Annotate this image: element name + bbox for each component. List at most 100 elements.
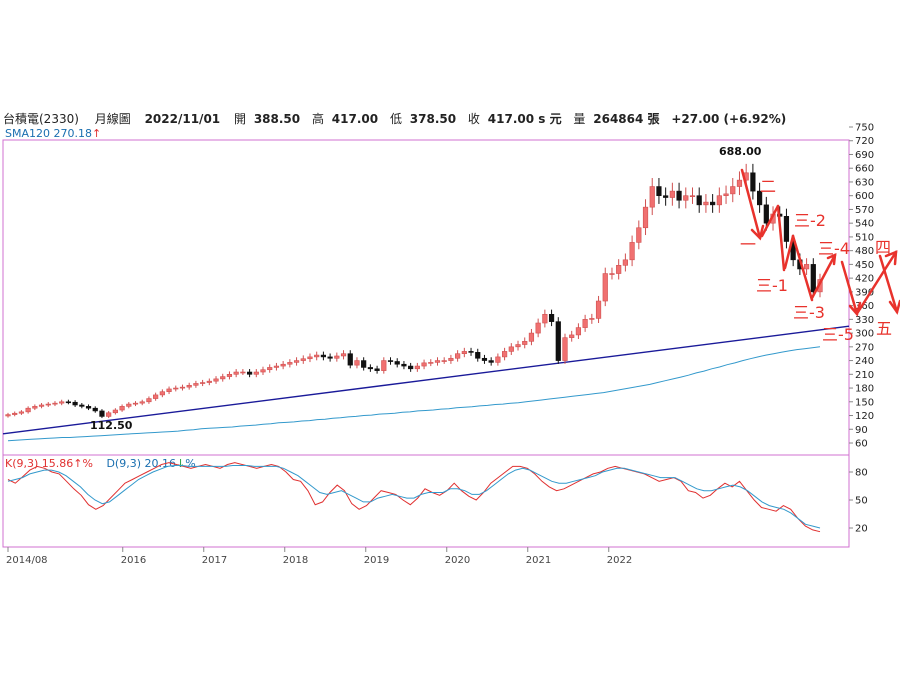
candle-body <box>79 404 85 407</box>
arrow-wave-3-3 <box>791 234 814 302</box>
price-tick-label: 540 <box>855 219 874 230</box>
candle-body <box>38 404 45 407</box>
candle-body <box>501 351 508 358</box>
price-tick-label: 690 <box>855 150 874 161</box>
candle-body <box>595 300 602 319</box>
price-tick-label: 390 <box>855 287 874 298</box>
candle-body <box>139 401 145 404</box>
peak-label: 688.00 <box>719 145 762 158</box>
candle-body <box>267 367 273 371</box>
time-tick-label: 2021 <box>526 555 551 566</box>
sma-label: SMA120 270.18↑ <box>5 127 101 140</box>
time-tick-label: 2014/08 <box>6 555 48 566</box>
candle-body <box>535 322 541 334</box>
arrow-wave-4 <box>856 250 898 314</box>
anno-wave-3-3: 三-3 <box>793 303 825 322</box>
price-tick-label: 180 <box>855 384 874 395</box>
candle-body <box>240 371 246 374</box>
arrow-wave-3-1 <box>776 204 786 272</box>
k-arrow: ↑ <box>73 457 82 470</box>
candle-body <box>783 216 790 242</box>
kd-label: K(9,3) 15.86↑% D(9,3) 20.16↓% <box>5 457 196 470</box>
candle-body <box>260 369 266 373</box>
price-tick-label: 60 <box>855 439 868 450</box>
candle-body <box>475 352 481 359</box>
anno-wave-3-5: 三-5 <box>822 325 854 344</box>
candle-body <box>589 318 595 320</box>
candle-body <box>85 406 92 409</box>
candle-body <box>730 186 736 195</box>
candle-body <box>555 321 561 361</box>
candle-body <box>12 412 18 415</box>
price-axis: 60 90 120 150 180 210 240 270 300 330 360 390 420 450… <box>849 123 874 450</box>
candle-body <box>508 346 514 352</box>
candle-body <box>119 406 125 411</box>
candle-body <box>441 360 447 362</box>
arrow-wave-5 <box>878 254 899 314</box>
candle-body <box>542 314 548 324</box>
candle-body <box>361 360 367 368</box>
price-tick-label: 630 <box>855 177 874 188</box>
candle-body <box>327 356 333 359</box>
candle-body <box>461 351 467 354</box>
kd-tick-label: 50 <box>855 496 868 507</box>
k-line <box>7 462 821 533</box>
price-tick-label: 480 <box>855 246 874 257</box>
candle-body <box>803 264 810 270</box>
candle-body <box>663 195 669 198</box>
candle-body <box>126 403 132 407</box>
candle-body <box>280 363 286 367</box>
price-tick-label: 360 <box>855 301 874 312</box>
candle-body <box>629 242 635 261</box>
arrow-wave-3-5 <box>840 260 859 316</box>
candle-body <box>99 410 105 417</box>
candle-body <box>582 319 588 328</box>
sma-arrow: ↑ <box>92 127 101 140</box>
candle-body <box>448 357 454 361</box>
candle-body <box>206 380 212 383</box>
sma-label-text: SMA120 270.18 <box>5 127 92 140</box>
price-tick-label: 270 <box>855 342 874 353</box>
anno-wave-3-4: 三-4 <box>818 239 850 258</box>
candle-body <box>186 384 192 388</box>
d-unit: % <box>185 457 195 470</box>
candle-body <box>5 414 11 417</box>
header-low: 378.50 <box>410 112 456 126</box>
kd-axis: 20 50 80 <box>849 468 868 535</box>
candle-body <box>515 344 521 348</box>
price-tick-label: 150 <box>855 397 874 408</box>
candle-body <box>166 388 172 393</box>
candle-body <box>810 264 816 293</box>
candle-body <box>226 374 233 377</box>
price-tick-label: 450 <box>855 260 874 271</box>
candle-body <box>642 206 649 229</box>
header-date: 2022/11/01 <box>145 112 221 126</box>
anno-wave-1: 一 <box>740 235 756 254</box>
candle-body <box>401 363 407 367</box>
candle-body <box>455 353 461 359</box>
kd-tick-label: 20 <box>855 524 868 535</box>
header-vol-label: 量 <box>573 112 585 126</box>
candle-body <box>159 391 165 396</box>
candle-body <box>307 356 313 360</box>
candle-body <box>253 371 259 375</box>
candle-body <box>381 360 387 371</box>
anno-wave-5: 五 <box>876 319 892 338</box>
candle-body <box>649 186 655 208</box>
header-low-label: 低 <box>390 112 402 126</box>
candle-body <box>757 190 763 206</box>
candle-body <box>25 407 31 413</box>
price-tick-label: 420 <box>855 274 874 285</box>
candle-body <box>293 360 300 363</box>
d-line <box>7 465 821 529</box>
price-tick-label: 240 <box>855 356 874 367</box>
header-stock: 台積電(2330) <box>3 111 79 126</box>
candle-body <box>602 273 608 302</box>
candle-body <box>273 365 280 368</box>
header-close-label: 收 <box>468 112 480 126</box>
candle-body <box>414 365 420 370</box>
candle-body <box>367 367 373 370</box>
candle-body <box>468 351 474 353</box>
candle-body <box>723 193 729 196</box>
d-label: D(9,3) 20.16 <box>106 457 176 470</box>
